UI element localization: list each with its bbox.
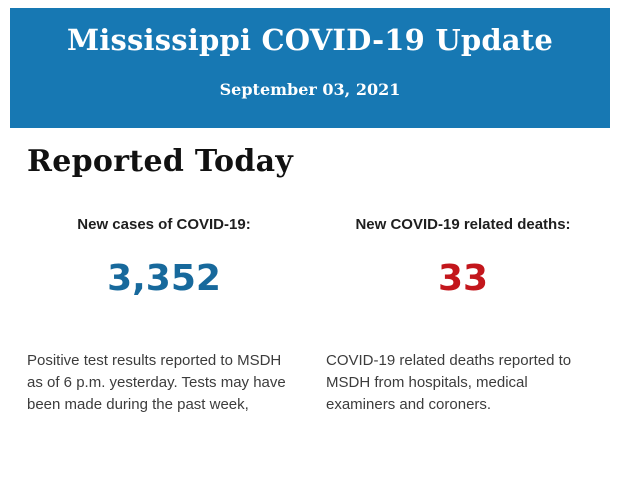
new-cases-label: New cases of COVID-19: bbox=[77, 216, 251, 233]
main-content: Reported Today New cases of COVID-19: 3,… bbox=[0, 144, 620, 416]
stat-new-deaths: New COVID-19 related deaths: 33 COVID-19… bbox=[326, 216, 600, 416]
newsletter-title: Mississippi COVID-19 Update bbox=[66, 23, 554, 57]
new-deaths-label: New COVID-19 related deaths: bbox=[355, 216, 571, 233]
new-deaths-value: 33 bbox=[437, 258, 489, 299]
new-cases-description: Positive test results reported to MSDH a… bbox=[27, 352, 286, 413]
section-title: Reported Today bbox=[27, 144, 294, 179]
new-deaths-description: COVID-19 related deaths reported to MSDH… bbox=[326, 352, 572, 413]
newsletter-date: September 03, 2021 bbox=[219, 80, 401, 99]
new-cases-value: 3,352 bbox=[107, 258, 221, 299]
newsletter-page: Mississippi COVID-19 Update September 03… bbox=[0, 8, 620, 491]
header-banner: Mississippi COVID-19 Update September 03… bbox=[10, 8, 610, 128]
stat-new-cases: New cases of COVID-19: 3,352 Positive te… bbox=[27, 216, 301, 416]
stats-row: New cases of COVID-19: 3,352 Positive te… bbox=[27, 216, 600, 416]
